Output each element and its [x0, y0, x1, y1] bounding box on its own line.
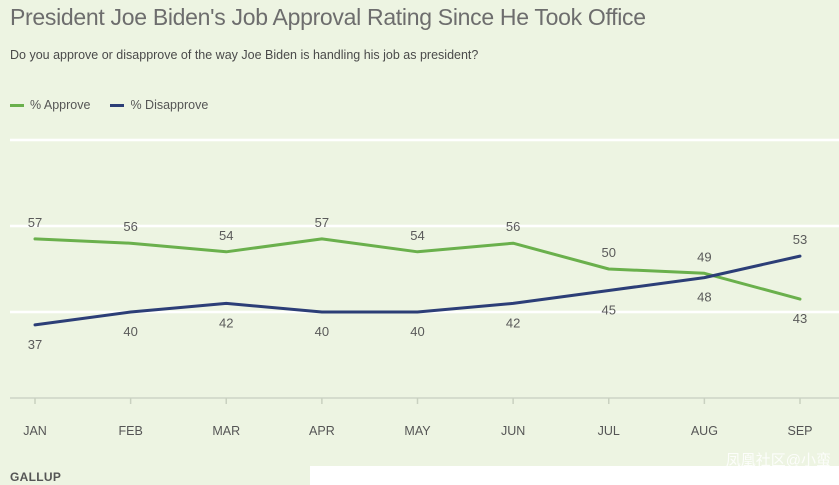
disapprove-data-label: 37: [28, 337, 42, 352]
disapprove-data-label: 42: [506, 315, 520, 330]
x-tick-label: JUN: [501, 424, 525, 438]
x-tick-label: FEB: [118, 424, 142, 438]
disapprove-data-label: 48: [697, 290, 711, 305]
watermark: 凤凰社区@小蛮: [725, 452, 831, 469]
approve-line: [33, 237, 802, 301]
x-tick-label: APR: [309, 424, 335, 438]
disapprove-data-label: 40: [410, 324, 424, 339]
x-tick-label: MAY: [404, 424, 431, 438]
x-tick-label: MAR: [212, 424, 240, 438]
approve-data-label: 43: [793, 311, 807, 326]
approve-data-label: 57: [28, 215, 42, 230]
disapprove-data-label: 45: [602, 303, 616, 318]
x-tick-label: AUG: [691, 424, 718, 438]
source-label: GALLUP: [10, 470, 62, 484]
disapprove-data-label: 40: [315, 324, 329, 339]
legend-swatch-disapprove: [110, 103, 125, 107]
disapprove-line: [33, 254, 802, 327]
approve-data-label: 49: [697, 249, 711, 264]
legend-item-approve: % Approve: [10, 98, 90, 112]
chart-title: President Joe Biden's Job Approval Ratin…: [10, 4, 646, 30]
approve-data-label: 50: [602, 245, 616, 260]
legend-label-disapprove: % Disapprove: [130, 98, 209, 112]
legend: % Approve % Disapprove: [10, 98, 208, 112]
approve-data-label: 54: [219, 228, 233, 243]
approve-data-label: 57: [315, 215, 329, 230]
disapprove-data-label: 40: [123, 324, 137, 339]
legend-item-disapprove: % Disapprove: [110, 98, 208, 112]
x-tick-label: JAN: [23, 424, 47, 438]
x-tick-label: SEP: [787, 424, 812, 438]
disapprove-data-label: 42: [219, 315, 233, 330]
approve-data-label: 54: [410, 228, 424, 243]
approve-data-label: 56: [123, 219, 137, 234]
legend-swatch-approve: [10, 103, 24, 107]
disapprove-data-label: 53: [793, 232, 807, 247]
chart-subtitle: Do you approve or disapprove of the way …: [10, 48, 479, 62]
x-tick-label: JUL: [598, 424, 620, 438]
approve-data-label: 56: [506, 219, 520, 234]
legend-label-approve: % Approve: [30, 98, 91, 112]
bottom-panel: [310, 466, 839, 485]
